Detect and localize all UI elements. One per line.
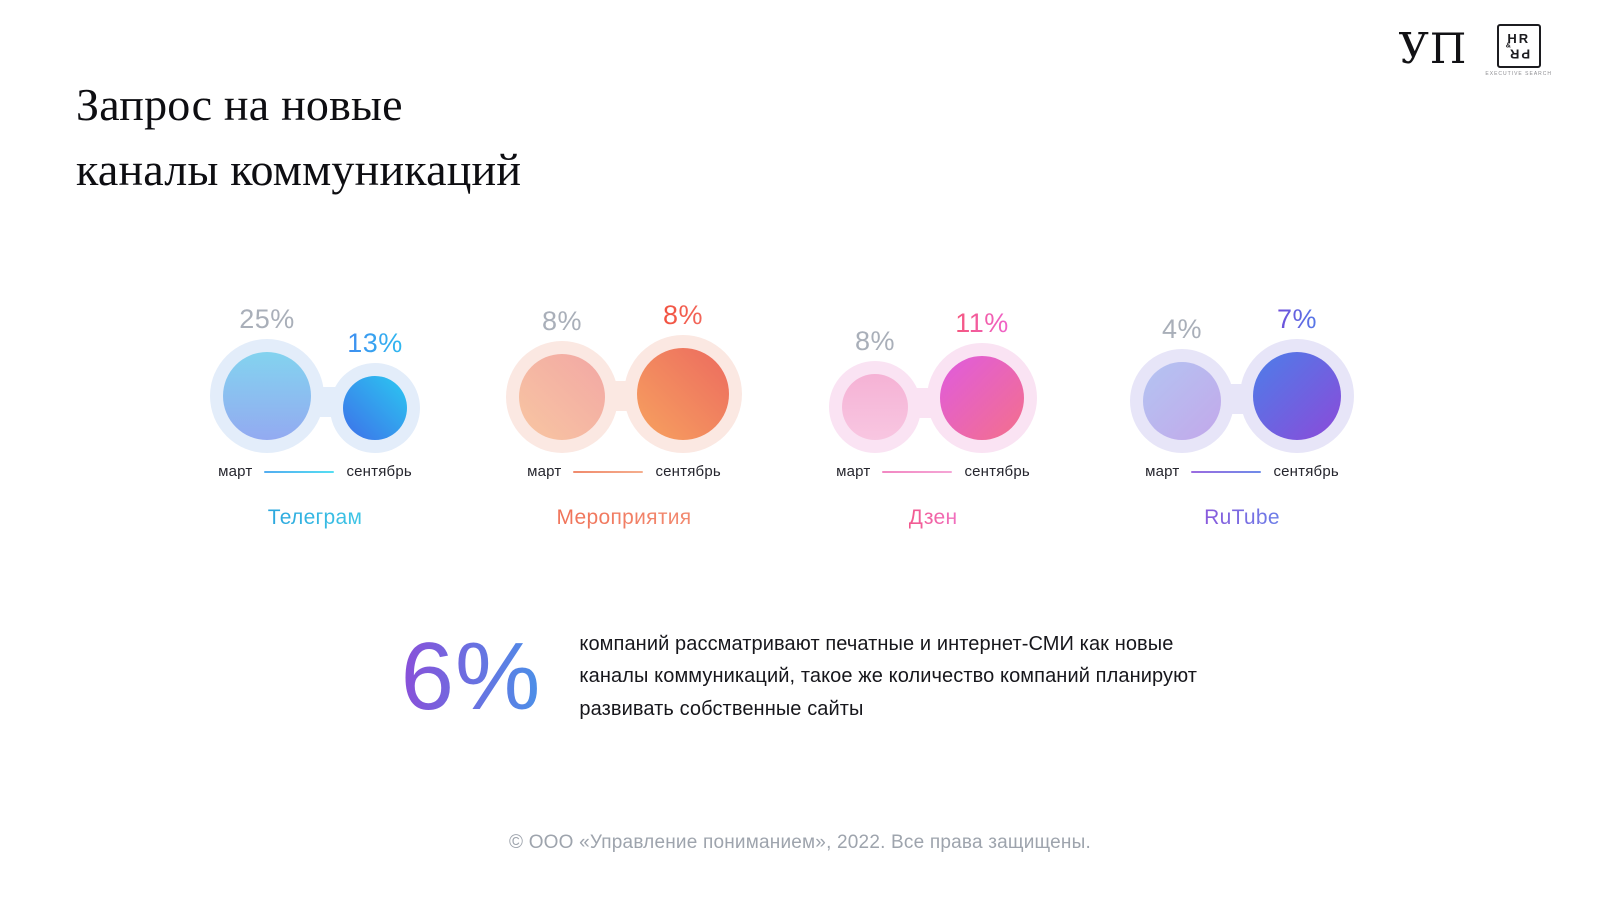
march-percent-label: 25% — [239, 304, 295, 334]
september-bubble-circle — [343, 376, 407, 440]
highlight-block: 6% компаний рассматривают печатные и инт… — [0, 628, 1600, 725]
bubble-pair: 8% 8% — [506, 300, 742, 453]
march-axis-label: март — [1145, 463, 1180, 480]
march-axis-label: март — [218, 463, 253, 480]
march-bubble: 4% — [1130, 314, 1234, 453]
september-bubble-halo — [330, 363, 420, 453]
september-bubble-halo — [624, 335, 742, 453]
september-bubble: 7% — [1240, 304, 1354, 453]
hrpr-logo-caption: EXECUTIVE SEARCH — [1485, 71, 1552, 77]
march-percent-label: 8% — [541, 306, 583, 336]
hrpr-logo-top: HR — [1507, 30, 1531, 46]
march-bubble-circle — [842, 374, 908, 440]
march-bubble: 8% — [506, 306, 618, 453]
page-title: Запрос на новые каналы коммуникаций — [76, 72, 521, 203]
highlight-text: компаний рассматривают печатные и интерн… — [579, 633, 1198, 720]
september-axis-label: сентябрь — [964, 463, 1030, 480]
channel-label: RuTube — [1204, 506, 1280, 529]
march-axis-label: март — [527, 463, 562, 480]
september-bubble: 13% — [330, 328, 420, 453]
march-bubble-halo — [829, 361, 921, 453]
bubble-pair: 25% 13% — [210, 304, 420, 453]
hrpr-logo-bottom: PR — [1507, 46, 1530, 62]
chart-row: 25% 13% март сентябрь Телеграм — [196, 300, 1361, 530]
months-axis: март сентябрь — [836, 463, 1030, 480]
september-percent-label: 8% — [662, 300, 704, 330]
axis-connector-line — [264, 470, 335, 473]
up-monogram-logo: УП — [1398, 24, 1468, 73]
months-axis: март сентябрь — [527, 463, 721, 480]
september-bubble-halo — [1240, 339, 1354, 453]
channel-label: Мероприятия — [556, 506, 692, 529]
september-axis-label: сентябрь — [655, 463, 721, 480]
september-bubble-circle — [637, 348, 729, 440]
axis-connector-line — [882, 470, 953, 473]
september-axis-label: сентябрь — [346, 463, 412, 480]
september-percent-label: 7% — [1276, 304, 1318, 334]
march-percent-label: 4% — [1161, 314, 1203, 344]
axis-connector-line — [1191, 470, 1262, 473]
axis-connector-line — [573, 470, 644, 473]
channel-group: 4% 7% март сентябрь RuTube — [1123, 304, 1361, 530]
channel-group: 25% 13% март сентябрь Телеграм — [196, 304, 434, 530]
page-title-line2: каналы коммуникаций — [76, 144, 522, 196]
channel-label: Дзен — [908, 506, 958, 529]
channel-group: 8% 8% март сентябрь Мероприятия — [505, 300, 743, 530]
september-axis-label: сентябрь — [1273, 463, 1339, 480]
september-percent-label: 13% — [347, 328, 403, 358]
months-axis: март сентябрь — [218, 463, 412, 480]
march-bubble-circle — [223, 352, 311, 440]
september-bubble: 8% — [624, 300, 742, 453]
march-percent-label: 8% — [854, 326, 896, 356]
march-bubble-circle — [519, 354, 605, 440]
hrpr-logo-box: HR PR & — [1496, 24, 1541, 68]
bubble-pair: 4% 7% — [1130, 304, 1354, 453]
hrpr-logo-ampersand: & — [1505, 42, 1511, 50]
bubble-pair: 8% 11% — [829, 308, 1037, 453]
march-bubble: 8% — [829, 326, 921, 453]
march-axis-label: март — [836, 463, 871, 480]
hrpr-logo: HR PR & EXECUTIVE SEARCH — [1485, 24, 1552, 77]
september-bubble-circle — [1253, 352, 1341, 440]
channel-group: 8% 11% март сентябрь Дзен — [814, 308, 1052, 530]
september-percent-label: 11% — [955, 308, 1009, 338]
march-bubble-circle — [1143, 362, 1221, 440]
september-bubble-circle — [940, 356, 1024, 440]
months-axis: март сентябрь — [1145, 463, 1339, 480]
march-bubble-halo — [1130, 349, 1234, 453]
march-bubble-halo — [210, 339, 324, 453]
march-bubble: 25% — [210, 304, 324, 453]
highlight-percent: 6% — [400, 622, 542, 730]
march-bubble-halo — [506, 341, 618, 453]
september-bubble-halo — [927, 343, 1037, 453]
channel-label: Телеграм — [267, 506, 363, 529]
copyright-footer: © ООО «Управление пониманием», 2022. Все… — [509, 832, 1091, 853]
logo-zone: УП HR PR & EXECUTIVE SEARCH — [1398, 24, 1552, 77]
september-bubble: 11% — [927, 308, 1037, 453]
page-title-line1: Запрос на новые — [76, 79, 403, 130]
